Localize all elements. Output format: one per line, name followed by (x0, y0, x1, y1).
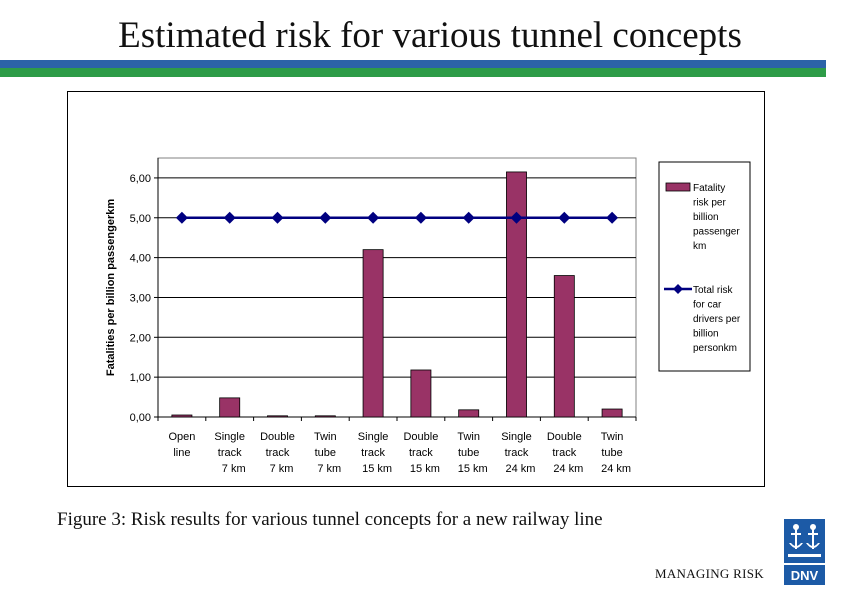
y-tick-label: 0,00 (130, 412, 151, 424)
bar (553, 275, 575, 418)
bar (219, 397, 241, 418)
x-tick-label-line: Double (260, 431, 295, 443)
x-tick-label-line: Open (168, 431, 195, 443)
y-tick-label: 3,00 (130, 292, 151, 304)
x-tick-label-line: track (505, 447, 529, 459)
x-tick-label-line: 15 km (458, 463, 488, 475)
x-tick-label-line: 7 km (222, 463, 246, 475)
slide-title: Estimated risk for various tunnel concep… (118, 15, 742, 56)
figure-caption: Figure 3: Risk results for various tunne… (57, 509, 603, 530)
x-tick-label: Twin tube 7 km (314, 431, 341, 475)
footer-text: MANAGING RISK (655, 566, 764, 581)
x-tick-label-line: track (361, 447, 385, 459)
line-point (510, 211, 523, 224)
legend-label-line: drivers per (693, 314, 741, 325)
x-tick-label-line: 24 km (553, 463, 583, 475)
x-tick-label-line: Twin (314, 431, 337, 443)
x-tick-label-line: 7 km (317, 463, 341, 475)
x-tick-label-line: Single (501, 431, 532, 443)
bar (601, 408, 623, 418)
y-tick-label: 4,00 (130, 253, 151, 265)
bar (314, 415, 336, 418)
legend-label-line: personkm (693, 343, 737, 354)
bar (362, 249, 384, 418)
legend-label-line: Fatality (693, 183, 725, 194)
y-tick-label: 5,00 (130, 213, 151, 225)
chart-frame: 0,00 1,00 2,00 3,00 4,00 5,00 6,00 Fatalities p… (67, 91, 765, 487)
line-point (367, 211, 380, 224)
line-point (606, 211, 619, 224)
x-tick-label-line: track (552, 447, 576, 459)
y-tick-label: 6,00 (130, 173, 151, 185)
x-tick-label-line: tube (601, 447, 622, 459)
legend-label-line: billion (693, 212, 719, 223)
dnv-logo: DNV (784, 519, 825, 585)
line-point (319, 211, 332, 224)
x-tick-label-line: line (173, 447, 190, 459)
logo-text: DNV (791, 568, 819, 583)
legend-label-line: for car (693, 300, 722, 311)
x-tick-label: Double track 24 km (547, 431, 583, 475)
legend-box (658, 161, 751, 372)
legend-label-line: billion (693, 329, 719, 340)
x-tick-label: Single track 7 km (214, 431, 245, 475)
bar (171, 414, 193, 418)
line-point (414, 211, 427, 224)
x-tick-label-line: 15 km (410, 463, 440, 475)
y-axis-label: Fatalities per billion passengerkm (105, 199, 117, 376)
x-tick-label: Single track 15 km (358, 431, 392, 475)
x-tick-label-line: track (218, 447, 242, 459)
x-tick-label-line: track (266, 447, 290, 459)
x-tick-label-line: 24 km (506, 463, 536, 475)
legend-swatch-marker (673, 284, 683, 294)
line-point (175, 211, 188, 224)
y-tick-label: 1,00 (130, 372, 151, 384)
x-tick-label-line: Single (214, 431, 245, 443)
x-tick-label-line: Twin (457, 431, 480, 443)
x-tick-label: Twin tube 15 km (457, 431, 487, 475)
line-point (223, 211, 236, 224)
legend-label-line: km (693, 241, 706, 252)
x-tick-label-line: 15 km (362, 463, 392, 475)
x-tick-label-line: Double (547, 431, 582, 443)
bar (410, 369, 432, 418)
x-tick-label-line: tube (458, 447, 479, 459)
x-tick-label: Double track 7 km (260, 431, 295, 475)
x-tick-label-line: Single (358, 431, 389, 443)
legend-swatch-bar (665, 182, 691, 192)
legend-label: Fatality risk per billion passenger km (693, 183, 740, 252)
x-tick-label: Open line (168, 431, 195, 459)
x-tick-label-line: 24 km (601, 463, 631, 475)
header-band-green (0, 68, 826, 77)
header-band-blue (0, 60, 826, 68)
x-tick-label-line: Twin (601, 431, 624, 443)
line-point (558, 211, 571, 224)
legend-label: Total risk for car drivers per billion perso… (693, 285, 741, 354)
x-tick-label-line: 7 km (270, 463, 294, 475)
legend-label-line: Total risk (693, 285, 733, 296)
bar (267, 415, 288, 418)
x-tick-label-line: tube (315, 447, 336, 459)
x-tick-label-line: Double (403, 431, 438, 443)
x-tick-label: Twin tube 24 km (601, 431, 631, 475)
legend-label-line: risk per (693, 198, 726, 209)
x-tick-label: Single track 24 km (501, 431, 535, 475)
line-point (462, 211, 475, 224)
y-tick-label: 2,00 (130, 332, 151, 344)
x-tick-label: Double track 15 km (403, 431, 439, 475)
chart: 0,00 1,00 2,00 3,00 4,00 5,00 6,00 Fatalities p… (105, 157, 751, 475)
line-point (271, 211, 284, 224)
legend-label-line: passenger (693, 227, 740, 238)
bar (458, 409, 480, 418)
x-tick-label-line: track (409, 447, 433, 459)
bar (506, 171, 527, 418)
